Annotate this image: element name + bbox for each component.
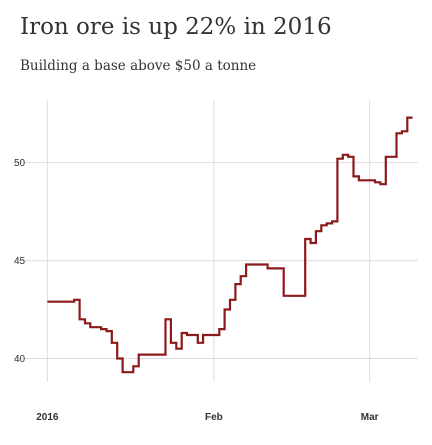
series-line	[47, 116, 413, 374]
x-tick-label: Mar	[361, 412, 379, 423]
chart-title: Iron ore is up 22% in 2016	[20, 14, 332, 40]
chart-subtitle: Building a base above $50 a tonne	[20, 58, 257, 74]
y-tick-label: 50	[14, 158, 26, 169]
x-tick-label: 2016	[36, 412, 59, 423]
y-tick-label: 45	[14, 256, 26, 267]
x-tick-label: Feb	[205, 412, 223, 423]
y-tick-label: 40	[14, 354, 26, 365]
